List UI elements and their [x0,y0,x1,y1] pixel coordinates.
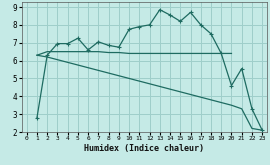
X-axis label: Humidex (Indice chaleur): Humidex (Indice chaleur) [85,144,204,153]
